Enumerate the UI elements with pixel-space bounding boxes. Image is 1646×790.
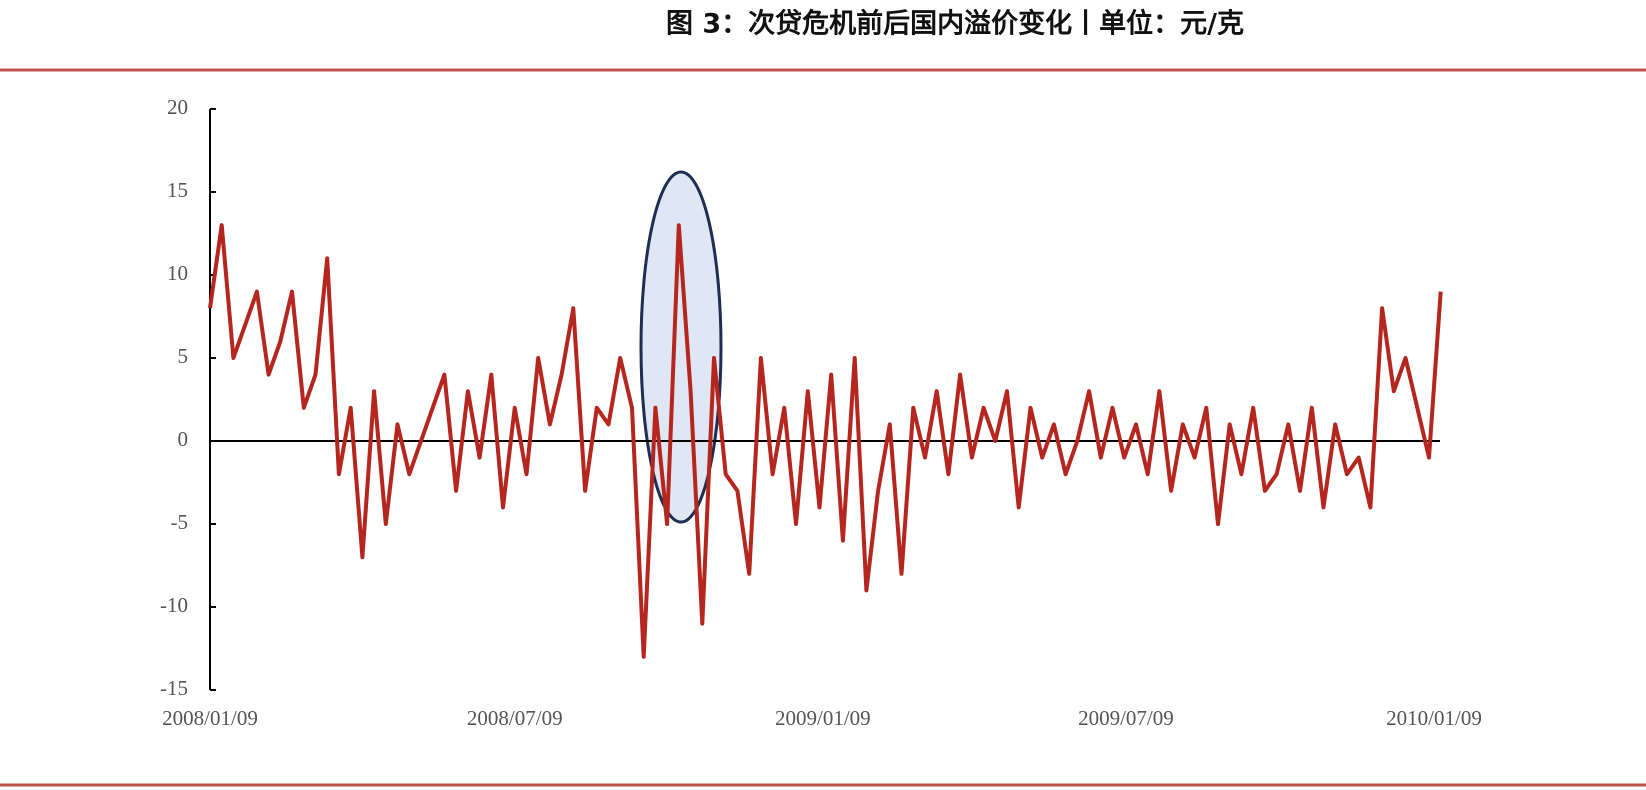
data-line bbox=[208, 223, 1443, 659]
x-tick-label: 2008/07/09 bbox=[467, 706, 563, 730]
y-tick-label: -5 bbox=[171, 510, 189, 534]
y-tick-label: -15 bbox=[160, 676, 188, 700]
y-tick-label: 20 bbox=[167, 95, 188, 119]
x-tick-label: 2009/01/09 bbox=[775, 706, 871, 730]
y-tick-label: 5 bbox=[178, 344, 189, 368]
x-tick-label: 2009/07/09 bbox=[1078, 706, 1174, 730]
x-tick-label: 2008/01/09 bbox=[162, 706, 258, 730]
chart-title: 图 3：次贷危机前后国内溢价变化丨单位：元/克 bbox=[666, 8, 1244, 40]
x-tick-label: 2010/01/09 bbox=[1386, 706, 1482, 730]
y-tick-label: -10 bbox=[160, 593, 188, 617]
y-tick-label: 10 bbox=[167, 261, 188, 285]
highlight-ellipse bbox=[639, 170, 723, 524]
y-tick-label: 15 bbox=[167, 178, 188, 202]
y-tick-label: 0 bbox=[178, 427, 189, 451]
